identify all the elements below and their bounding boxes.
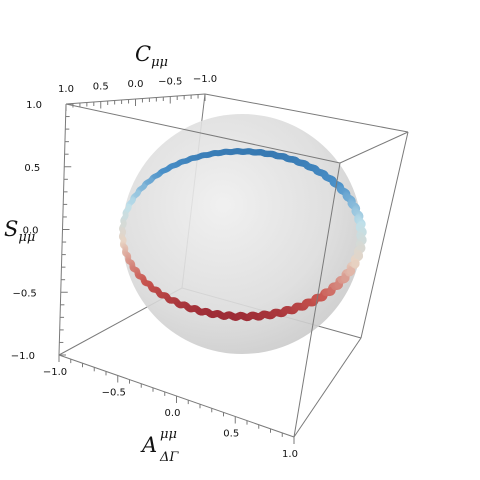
y-axis-tick-label: 0.5 bbox=[93, 82, 109, 93]
x-axis-tick-label: 0.5 bbox=[223, 429, 239, 440]
z-axis-tick-label: 0.5 bbox=[24, 163, 40, 174]
y-axis-tick-label: 1.0 bbox=[58, 84, 74, 95]
z-axis-tick-label: −0.5 bbox=[12, 288, 36, 299]
curve-point bbox=[141, 183, 147, 190]
x-axis-tick-label: 0.0 bbox=[165, 408, 181, 419]
z-axis-tick-label: 1.0 bbox=[26, 100, 42, 111]
curve-point bbox=[351, 259, 360, 268]
x-axis-tick-label: 1.0 bbox=[282, 449, 298, 460]
curve-point bbox=[355, 252, 364, 261]
x-axis-label-subscript: ΔΓ bbox=[159, 450, 179, 465]
y-axis-tick-label: 0.0 bbox=[128, 79, 144, 90]
curve-point bbox=[120, 222, 127, 228]
curve-point bbox=[347, 267, 356, 276]
z-axis-tick-label: −1.0 bbox=[11, 351, 35, 362]
y-axis-tick-label: −0.5 bbox=[158, 77, 182, 88]
x-axis-label-superscript: μμ bbox=[160, 427, 177, 442]
x-axis-tick-label: −1.0 bbox=[43, 367, 67, 378]
curve-point bbox=[129, 198, 136, 204]
x-axis-label: A bbox=[140, 433, 157, 457]
y-axis-tick-label: −1.0 bbox=[193, 74, 217, 85]
x-axis-tick-label: −0.5 bbox=[102, 388, 126, 399]
y-axis-label: Cμμ bbox=[135, 42, 168, 70]
curve-point bbox=[135, 190, 141, 196]
curve-point bbox=[148, 177, 154, 183]
ticks-group: −1.0 −0.5 0.0 0.5 1.0 1.0 0.5 0.0 −0.5 −1.0 1.0 0.5… bbox=[11, 74, 298, 460]
z-axis-tick-label: 0.0 bbox=[23, 226, 39, 237]
curve-point bbox=[125, 205, 132, 212]
z-axis-label: Sμμ bbox=[4, 217, 35, 245]
curve-group bbox=[118, 148, 367, 322]
curve-point bbox=[122, 214, 128, 220]
unit-sphere bbox=[122, 114, 362, 354]
